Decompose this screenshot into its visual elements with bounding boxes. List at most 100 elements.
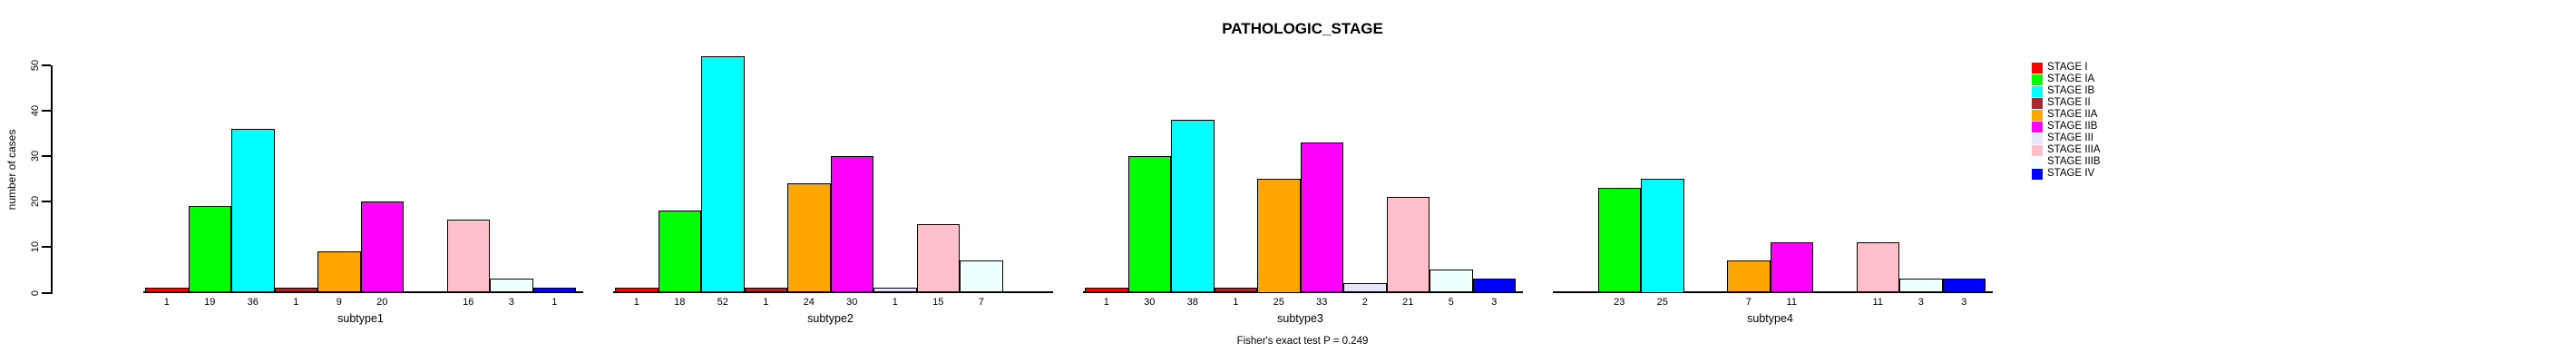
bar-subtype1-stage-i bbox=[145, 288, 189, 293]
bar-subtype3-stage-iii bbox=[1343, 283, 1387, 293]
bar-value-label: 9 bbox=[336, 297, 342, 308]
bar-value-label: 19 bbox=[204, 297, 216, 308]
bar-value-label: 36 bbox=[247, 297, 259, 308]
legend-label: STAGE I bbox=[2047, 62, 2088, 73]
legend-label: STAGE III bbox=[2047, 132, 2093, 143]
bar-value-label: 25 bbox=[1273, 297, 1284, 308]
bar-subtype3-stage-ia bbox=[1127, 156, 1171, 293]
bar-value-label: 15 bbox=[932, 297, 944, 308]
legend-label: STAGE IIB bbox=[2047, 121, 2098, 132]
bar-subtype1-stage-ii bbox=[274, 288, 317, 293]
legend-swatch-stage-ib bbox=[2032, 85, 2043, 97]
bar-value-label: 24 bbox=[803, 297, 815, 308]
bar-value-label: 2 bbox=[1361, 297, 1368, 308]
legend-item-stage-iia: STAGE IIA bbox=[2032, 109, 2097, 121]
bar-subtype2-stage-i bbox=[615, 288, 659, 293]
bar-subtype3-stage-iv bbox=[1472, 279, 1516, 293]
bar-value-label: 20 bbox=[376, 297, 388, 308]
y-axis-tick bbox=[42, 201, 51, 203]
bar-value-label: 52 bbox=[717, 297, 728, 308]
bar-subtype4-stage-iib bbox=[1770, 242, 1813, 293]
bar-value-label: 1 bbox=[1103, 297, 1109, 308]
legend-swatch-stage-iv bbox=[2032, 168, 2043, 180]
legend-label: STAGE IIIA bbox=[2047, 144, 2101, 155]
legend-swatch-stage-iii bbox=[2032, 132, 2043, 144]
legend-label: STAGE IIIB bbox=[2047, 156, 2101, 167]
x-axis-group-label: subtype3 bbox=[1277, 312, 1323, 325]
bar-value-label: 7 bbox=[1745, 297, 1751, 308]
legend-label: STAGE IB bbox=[2047, 85, 2095, 96]
bar-subtype2-stage-iib bbox=[830, 156, 873, 293]
bar-value-label: 1 bbox=[163, 297, 170, 308]
legend-item-stage-iiib: STAGE IIIB bbox=[2032, 156, 2101, 168]
bar-subtype1-stage-iia bbox=[317, 251, 361, 293]
bar-value-label: 33 bbox=[1316, 297, 1328, 308]
bar-subtype3-stage-iiia bbox=[1386, 197, 1429, 293]
bar-subtype4-stage-ib bbox=[1641, 179, 1684, 293]
bar-value-label: 25 bbox=[1656, 297, 1668, 308]
fisher-test-note: Fisher's exact test P = 0.249 bbox=[1236, 336, 1369, 347]
bar-value-label: 23 bbox=[1614, 297, 1625, 308]
bar-value-label: 3 bbox=[1917, 297, 1924, 308]
bar-value-label: 1 bbox=[633, 297, 639, 308]
bar-subtype2-stage-iiib bbox=[960, 260, 1003, 293]
bar-subtype3-stage-iiib bbox=[1429, 270, 1473, 293]
y-axis-label: number of cases bbox=[5, 129, 18, 211]
bar-value-label: 11 bbox=[1786, 297, 1797, 308]
bar-subtype1-stage-ia bbox=[188, 206, 231, 293]
y-axis-line bbox=[51, 65, 53, 294]
chart-title: PATHOLOGIC_STAGE bbox=[1222, 20, 1383, 37]
legend-swatch-stage-ia bbox=[2032, 74, 2043, 85]
y-axis-tick-label: 10 bbox=[30, 241, 41, 253]
legend-label: STAGE IV bbox=[2047, 168, 2095, 179]
bar-subtype4-stage-iiib bbox=[1899, 279, 1943, 293]
bar-subtype2-stage-ib bbox=[701, 55, 745, 293]
bar-subtype2-stage-iia bbox=[787, 183, 831, 293]
legend-swatch-stage-iib bbox=[2032, 121, 2043, 132]
y-axis-tick-label: 0 bbox=[30, 289, 41, 296]
bar-value-label: 5 bbox=[1448, 297, 1454, 308]
bar-subtype4-stage-iia bbox=[1727, 260, 1771, 293]
legend-item-stage-ia: STAGE IA bbox=[2032, 74, 2094, 85]
bar-value-label: 1 bbox=[1233, 297, 1239, 308]
bar-value-label: 30 bbox=[1144, 297, 1156, 308]
bar-subtype3-stage-iia bbox=[1257, 179, 1301, 293]
bar-value-label: 3 bbox=[1491, 297, 1498, 308]
legend-item-stage-i: STAGE I bbox=[2032, 62, 2088, 74]
bar-subtype4-stage-iv bbox=[1942, 279, 1986, 293]
bar-subtype3-stage-ii bbox=[1214, 288, 1257, 293]
y-axis-tick bbox=[42, 110, 51, 113]
bar-value-label: 21 bbox=[1402, 297, 1414, 308]
y-axis-tick-label: 30 bbox=[30, 151, 41, 162]
bar-subtype3-stage-iib bbox=[1300, 142, 1343, 293]
bar-subtype1-stage-iiia bbox=[446, 220, 490, 293]
bar-value-label: 11 bbox=[1872, 297, 1883, 308]
bar-subtype2-stage-ii bbox=[744, 288, 787, 293]
y-axis-tick bbox=[42, 64, 51, 66]
bar-value-label: 18 bbox=[674, 297, 686, 308]
bar-subtype1-stage-iib bbox=[360, 201, 404, 293]
bar-value-label: 3 bbox=[1961, 297, 1967, 308]
bar-subtype3-stage-ib bbox=[1171, 120, 1215, 293]
y-axis-tick bbox=[42, 291, 51, 294]
bar-subtype3-stage-i bbox=[1085, 288, 1128, 293]
y-axis-tick-label: 20 bbox=[30, 196, 41, 208]
legend-swatch-stage-iiia bbox=[2032, 144, 2043, 156]
x-axis-group-label: subtype2 bbox=[807, 312, 854, 325]
legend-swatch-stage-iiib bbox=[2032, 156, 2043, 168]
legend-label: STAGE II bbox=[2047, 97, 2091, 108]
y-axis-tick bbox=[42, 246, 51, 249]
bar-value-label: 7 bbox=[978, 297, 984, 308]
bar-subtype2-stage-iiia bbox=[916, 224, 960, 293]
bar-subtype4-stage-ia bbox=[1597, 188, 1641, 293]
bar-value-label: 1 bbox=[763, 297, 769, 308]
legend-item-stage-iv: STAGE IV bbox=[2032, 168, 2094, 180]
legend-label: STAGE IA bbox=[2047, 74, 2095, 84]
legend-item-stage-iii: STAGE III bbox=[2032, 132, 2093, 144]
legend-swatch-stage-ii bbox=[2032, 97, 2043, 109]
bar-value-label: 30 bbox=[846, 297, 858, 308]
bar-subtype1-stage-iv bbox=[532, 288, 576, 293]
bar-value-label: 3 bbox=[508, 297, 514, 308]
legend-swatch-stage-i bbox=[2032, 62, 2043, 74]
